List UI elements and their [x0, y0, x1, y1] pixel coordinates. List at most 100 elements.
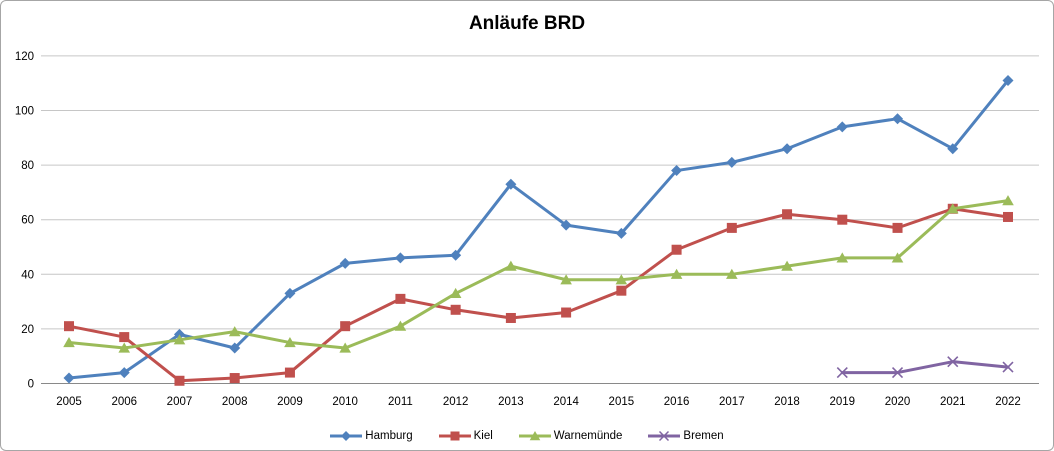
x-tick-label: 2022 [995, 396, 1021, 408]
y-tick-label: 20 [21, 324, 34, 336]
triangle-marker [726, 268, 738, 279]
square-marker [616, 285, 627, 296]
triangle-marker [63, 337, 75, 348]
triangle-marker [1002, 195, 1014, 206]
y-tick-label: 120 [15, 51, 34, 63]
series-line-hamburg [67, 78, 1010, 380]
x-marker [891, 367, 904, 379]
x-tick-label: 2016 [664, 396, 690, 408]
diamond-marker [615, 227, 627, 239]
diamond-marker [726, 156, 738, 168]
y-tick-label: 40 [21, 269, 34, 281]
x-tick-label: 2009 [277, 396, 303, 408]
x-marker [836, 367, 848, 379]
x-marker [659, 430, 670, 442]
x-tick-label: 2020 [885, 396, 911, 408]
series-line-kiel [67, 207, 1010, 383]
triangle-marker [529, 431, 541, 441]
diamond-marker [63, 372, 75, 384]
x-tick-label: 2017 [719, 396, 745, 408]
triangle-marker [118, 342, 131, 353]
diamond-marker [560, 219, 572, 231]
y-tick-label: 80 [21, 160, 34, 172]
diamond-marker [339, 257, 351, 269]
legend-item-kiel: Kiel [438, 430, 493, 442]
diamond-marker [341, 431, 352, 441]
legend-label: Bremen [683, 430, 724, 442]
diamond-marker [394, 252, 406, 264]
diamond-marker [781, 143, 793, 155]
legend: Hamburg Kiel Warnemünde Bremen [1, 430, 1053, 442]
diamond-marker [1002, 74, 1014, 86]
square-marker [450, 304, 461, 315]
diamond-marker [229, 342, 241, 354]
square-marker [837, 214, 848, 225]
x-tick-label: 2013 [498, 396, 524, 408]
square-marker [174, 375, 185, 386]
triangle-marker [781, 260, 793, 271]
x-tick-label: 2008 [222, 396, 248, 408]
x-tick-label: 2007 [167, 396, 193, 408]
square-marker [505, 312, 516, 323]
triangle-marker [173, 334, 186, 345]
square-marker [1003, 211, 1013, 222]
triangle-marker [394, 320, 407, 331]
square-marker [340, 321, 351, 332]
diamond-marker [284, 287, 296, 299]
square-marker [561, 307, 572, 318]
diamond-marker [947, 143, 959, 155]
square-marker [892, 222, 903, 233]
x-tick-label: 2014 [553, 396, 579, 408]
series-line-warnemünde [67, 199, 1010, 350]
x-tick-label: 2021 [940, 396, 966, 408]
x-tick-label: 2012 [443, 396, 469, 408]
x-tick-label: 2015 [609, 396, 635, 408]
legend-swatch-diamond [330, 431, 363, 441]
chart-title: Anläufe BRD [468, 13, 586, 34]
diamond-marker [836, 121, 848, 133]
legend-swatch-triangle [518, 431, 551, 441]
triangle-marker [615, 274, 628, 285]
legend-swatch-x [648, 430, 681, 442]
x-tick-label: 2018 [774, 396, 800, 408]
square-marker [395, 293, 406, 304]
legend-item-bremen: Bremen [648, 430, 724, 442]
legend-item-hamburg: Hamburg [330, 430, 413, 442]
y-tick-label: 60 [21, 215, 34, 227]
triangle-marker [836, 252, 849, 263]
x-tick-label: 2011 [388, 396, 413, 408]
y-tick-label: 100 [15, 106, 34, 118]
triangle-marker [339, 342, 351, 353]
legend-label: Hamburg [365, 430, 413, 442]
square-marker [64, 321, 74, 332]
triangle-marker [560, 274, 572, 285]
square-marker [726, 222, 737, 233]
triangle-marker [505, 260, 517, 271]
triangle-marker [228, 326, 241, 337]
triangle-marker [284, 337, 296, 348]
x-tick-label: 2019 [829, 396, 855, 408]
square-marker [782, 209, 793, 220]
square-marker [671, 244, 682, 255]
diamond-marker [671, 165, 683, 177]
series-line-bremen [840, 360, 1010, 375]
triangle-marker [670, 268, 683, 279]
x-tick-label: 2005 [56, 396, 82, 408]
legend-label: Kiel [473, 430, 493, 442]
square-marker [284, 367, 295, 378]
x-tick-label: 2006 [111, 396, 137, 408]
diamond-marker [505, 178, 517, 190]
square-marker [229, 373, 240, 384]
legend-swatch-square [438, 431, 471, 441]
triangle-marker [891, 252, 904, 263]
diamond-marker [118, 367, 130, 379]
x-marker [947, 356, 959, 368]
diamond-marker [450, 249, 462, 261]
x-marker [1002, 361, 1014, 373]
legend-item-warnemünde: Warnemünde [518, 430, 623, 442]
triangle-marker [946, 203, 959, 214]
x-tick-label: 2010 [332, 396, 358, 408]
legend-label: Warnemünde [553, 430, 623, 442]
diamond-marker [892, 113, 904, 125]
